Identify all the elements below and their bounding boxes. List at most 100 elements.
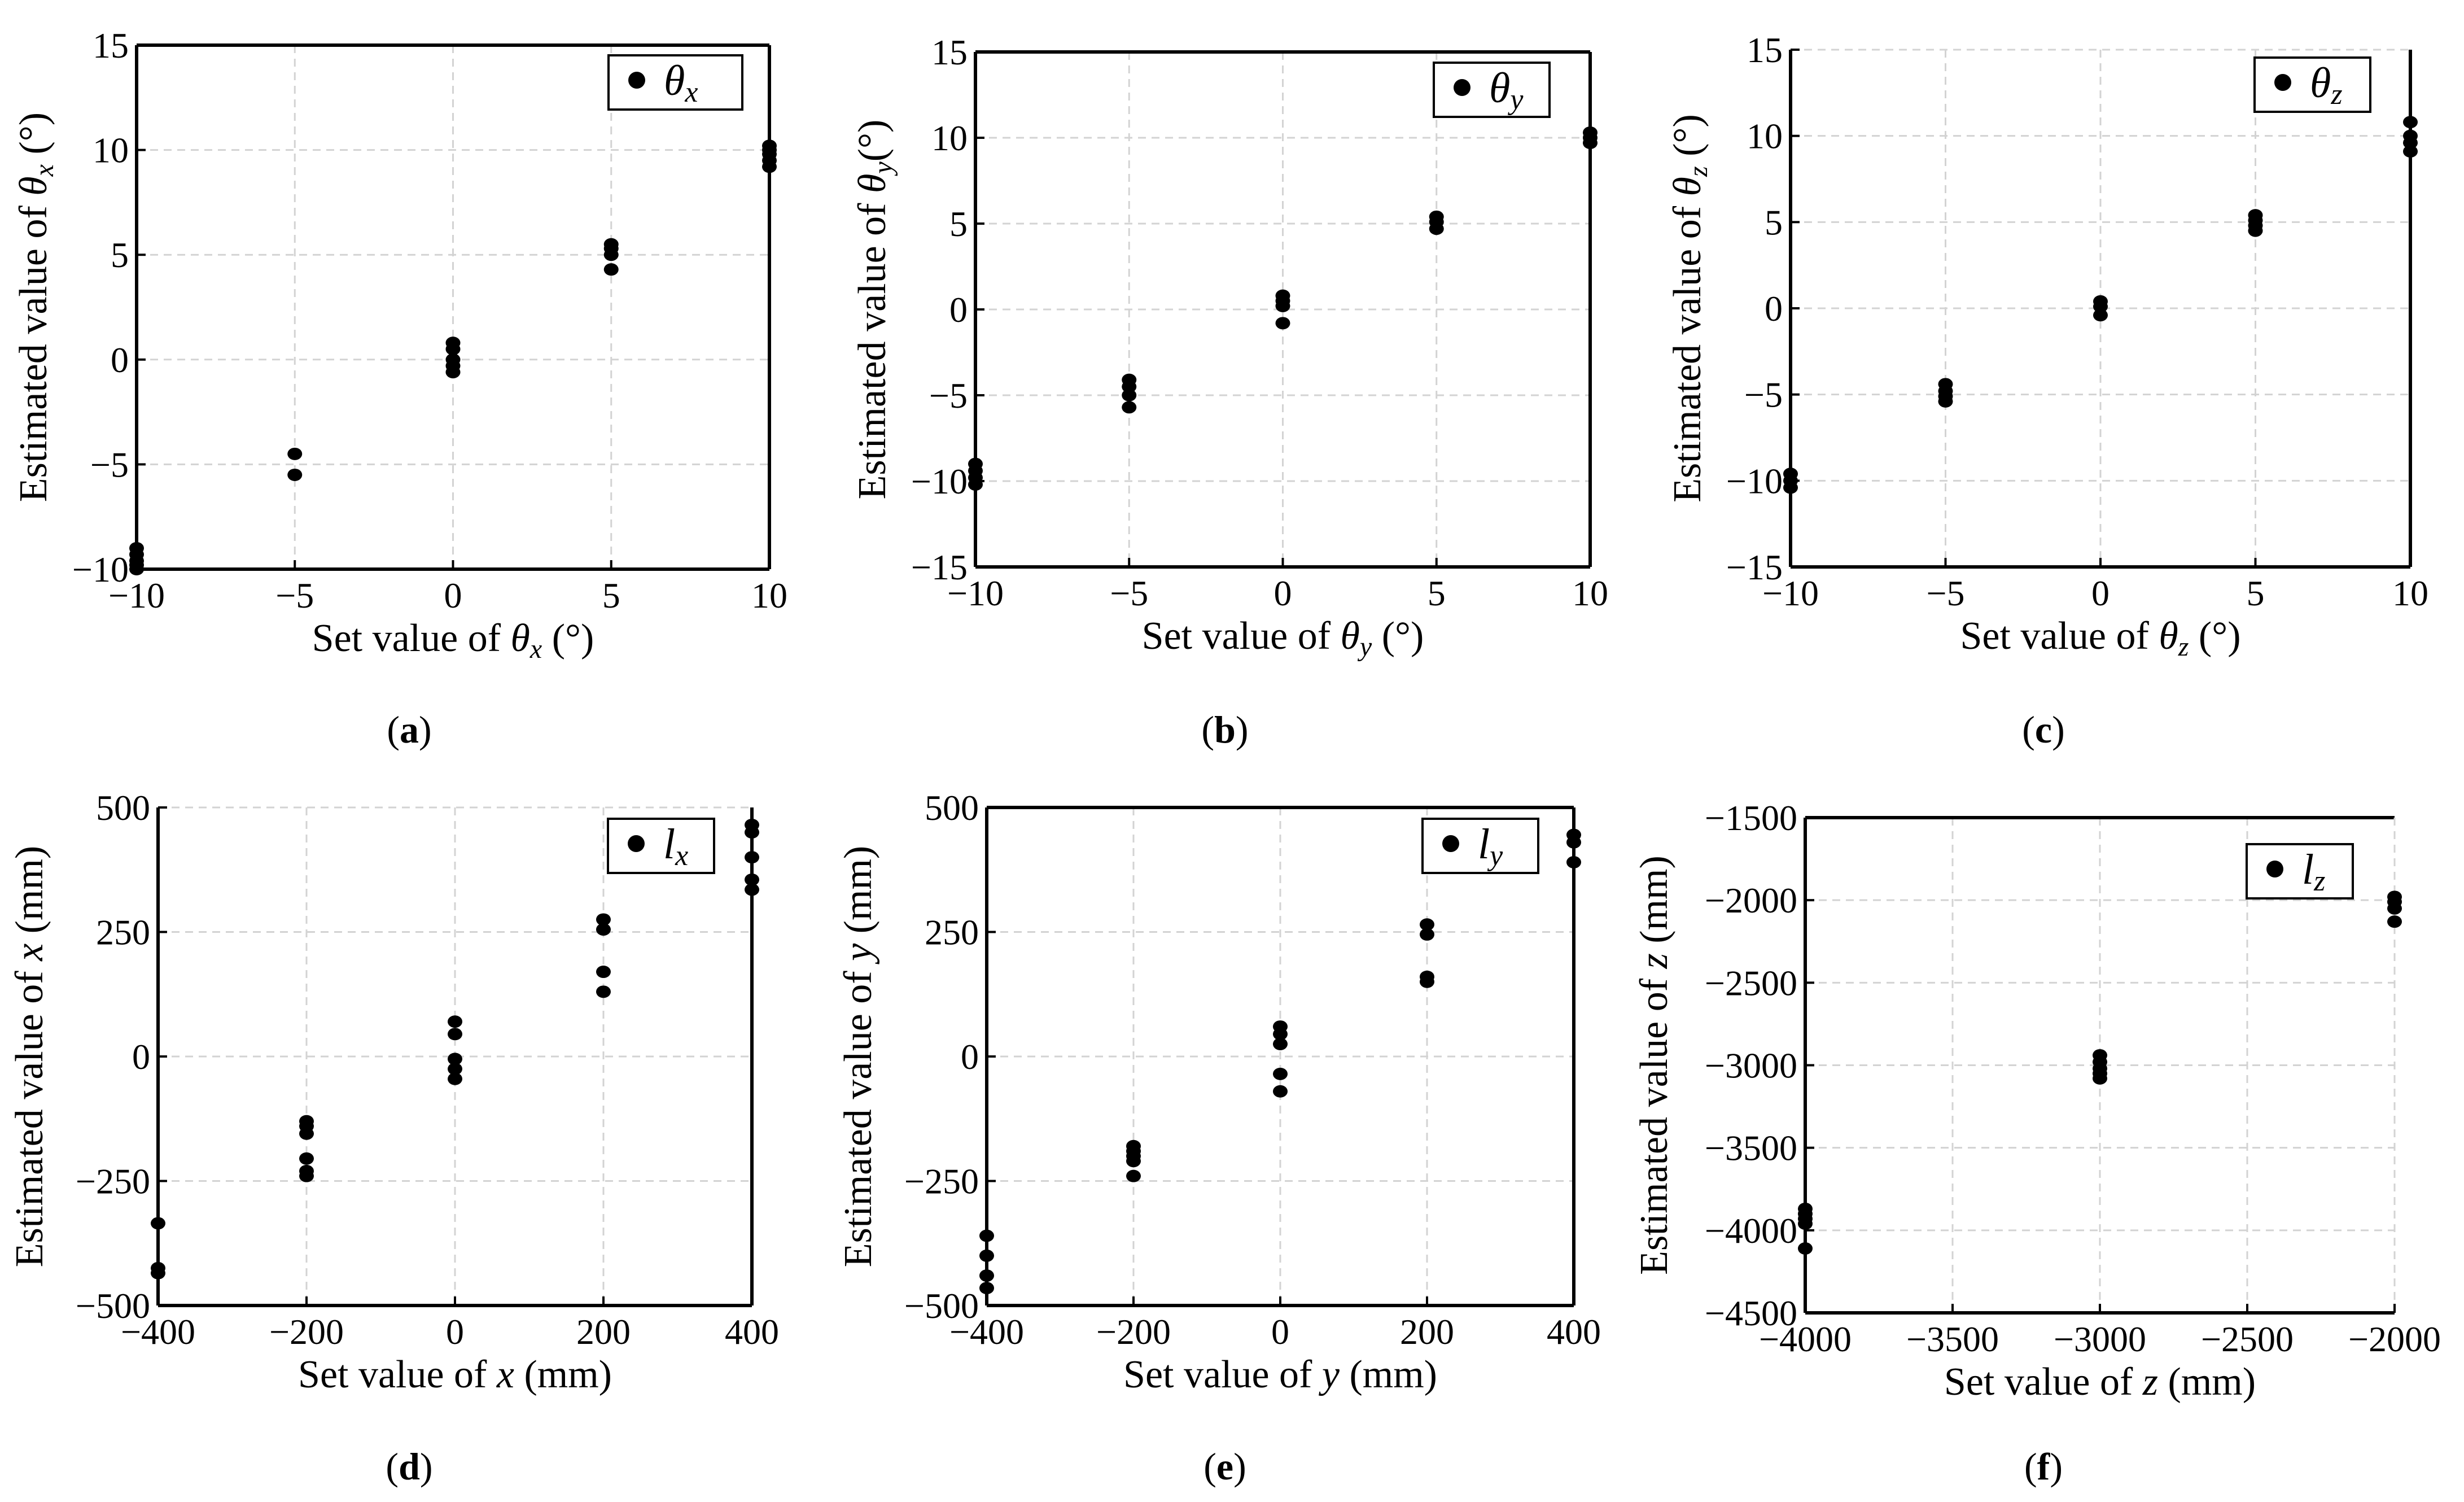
y-tick-label: −3500 [1705, 1128, 1797, 1168]
legend: θz [2253, 56, 2371, 113]
legend-box [1421, 818, 1539, 874]
data-point [603, 248, 619, 261]
legend-box [2246, 843, 2354, 900]
y-tick-label: −500 [76, 1286, 150, 1326]
data-point [596, 985, 611, 998]
x-tick-label: −3000 [2054, 1319, 2146, 1359]
legend: lz [2246, 843, 2354, 900]
data-point [299, 1152, 314, 1165]
data-point [596, 923, 611, 936]
legend-label: lx [663, 820, 688, 872]
panel-caption: (e) [1203, 1445, 1246, 1488]
panel-caption: (d) [386, 1445, 432, 1488]
legend-box [2253, 56, 2371, 113]
data-point [2403, 145, 2418, 158]
x-tick-label: 5 [1428, 573, 1446, 613]
data-point [979, 1229, 994, 1242]
y-axis-label: Estimated value of θz (°) [1666, 114, 1713, 503]
y-tick-label: −2500 [1705, 963, 1797, 1003]
legend-marker [628, 72, 645, 89]
y-tick-label: 15 [93, 25, 129, 66]
y-tick-label: 15 [1747, 30, 1783, 70]
y-axis-label: Estimated value of θx (°) [12, 112, 59, 502]
data-point [979, 1249, 994, 1262]
data-point [603, 263, 619, 276]
data-point [445, 366, 461, 379]
x-tick-label: 10 [2392, 573, 2428, 613]
y-axis-label: Estimated value of z (mm) [1633, 855, 1676, 1275]
legend-marker [1454, 79, 1470, 96]
x-tick-label: 10 [1572, 573, 1608, 613]
y-tick-label: −250 [904, 1162, 979, 1202]
y-tick-label: −10 [1726, 461, 1783, 501]
y-tick-label: 10 [1747, 116, 1783, 156]
data-point [299, 1127, 314, 1140]
y-tick-label: −4000 [1705, 1211, 1797, 1251]
x-axis-label: Set value of y (mm) [1123, 1353, 1437, 1396]
x-tick-label: −10 [947, 573, 1004, 613]
data-point [979, 1269, 994, 1282]
y-tick-label: 250 [925, 912, 979, 953]
legend-label: lz [2302, 846, 2325, 897]
data-point [448, 1053, 462, 1066]
data-point [1122, 389, 1137, 401]
x-tick-label: 0 [1274, 573, 1292, 613]
y-tick-label: 5 [111, 235, 129, 275]
legend: θx [607, 54, 743, 111]
data-point [1566, 856, 1581, 869]
x-tick-label: −200 [1096, 1312, 1171, 1352]
data-point [1273, 1037, 1288, 1050]
legend-marker [628, 835, 645, 852]
data-point [2387, 915, 2402, 928]
data-point [2403, 116, 2418, 129]
x-tick-label: 200 [576, 1312, 631, 1352]
y-tick-label: 0 [111, 340, 129, 380]
y-tick-label: −3000 [1705, 1046, 1797, 1086]
data-point [1273, 1028, 1288, 1041]
data-point [1583, 137, 1598, 150]
x-tick-label: 5 [2247, 573, 2265, 613]
x-tick-label: −5 [1926, 573, 1964, 613]
panel-caption: (c) [2022, 708, 2065, 751]
data-point [448, 1015, 462, 1028]
x-tick-label: −5 [1110, 573, 1148, 613]
panel-caption: (f) [2024, 1445, 2063, 1488]
y-tick-label: −2000 [1705, 880, 1797, 920]
data-point [2248, 224, 2263, 237]
data-point [448, 1063, 462, 1076]
data-point [151, 1267, 165, 1280]
data-point [2093, 300, 2108, 313]
data-point [1783, 481, 1798, 494]
data-point [745, 873, 759, 886]
data-point [1273, 1085, 1288, 1098]
data-point [2387, 902, 2402, 915]
data-point [745, 851, 759, 864]
y-tick-label: 500 [925, 788, 979, 828]
chart-panel-f: −4000 −3500 −3000 −2500 −2000−4500−4000−3500… [1633, 798, 2441, 1488]
y-axis-label: Estimated value of x (mm) [8, 846, 51, 1267]
y-axis-label: Estimated value of y (mm) [837, 846, 880, 1267]
x-axis-label: Set value of θx (°) [312, 617, 594, 664]
x-tick-label: −400 [949, 1312, 1024, 1352]
data-point [596, 966, 611, 979]
data-point [1122, 401, 1137, 414]
data-point [299, 1169, 314, 1182]
data-point [762, 160, 777, 173]
y-axis-label: Estimated value of θy(°) [851, 120, 898, 500]
x-tick-label: −400 [121, 1312, 195, 1352]
x-tick-label: −10 [108, 575, 165, 615]
data-point [745, 883, 759, 896]
x-axis-label: Set value of θy (°) [1142, 614, 1424, 662]
legend-label: θz [2310, 59, 2343, 111]
x-tick-label: −2000 [2348, 1319, 2441, 1359]
data-point [1798, 1242, 1813, 1255]
data-point [1275, 299, 1290, 312]
data-point [1420, 918, 1434, 931]
data-point [1273, 1067, 1288, 1080]
x-axis-label: Set value of x (mm) [298, 1353, 612, 1396]
y-tick-label: 250 [96, 912, 150, 953]
legend-label: ly [1478, 820, 1503, 872]
data-point [1938, 395, 1953, 408]
